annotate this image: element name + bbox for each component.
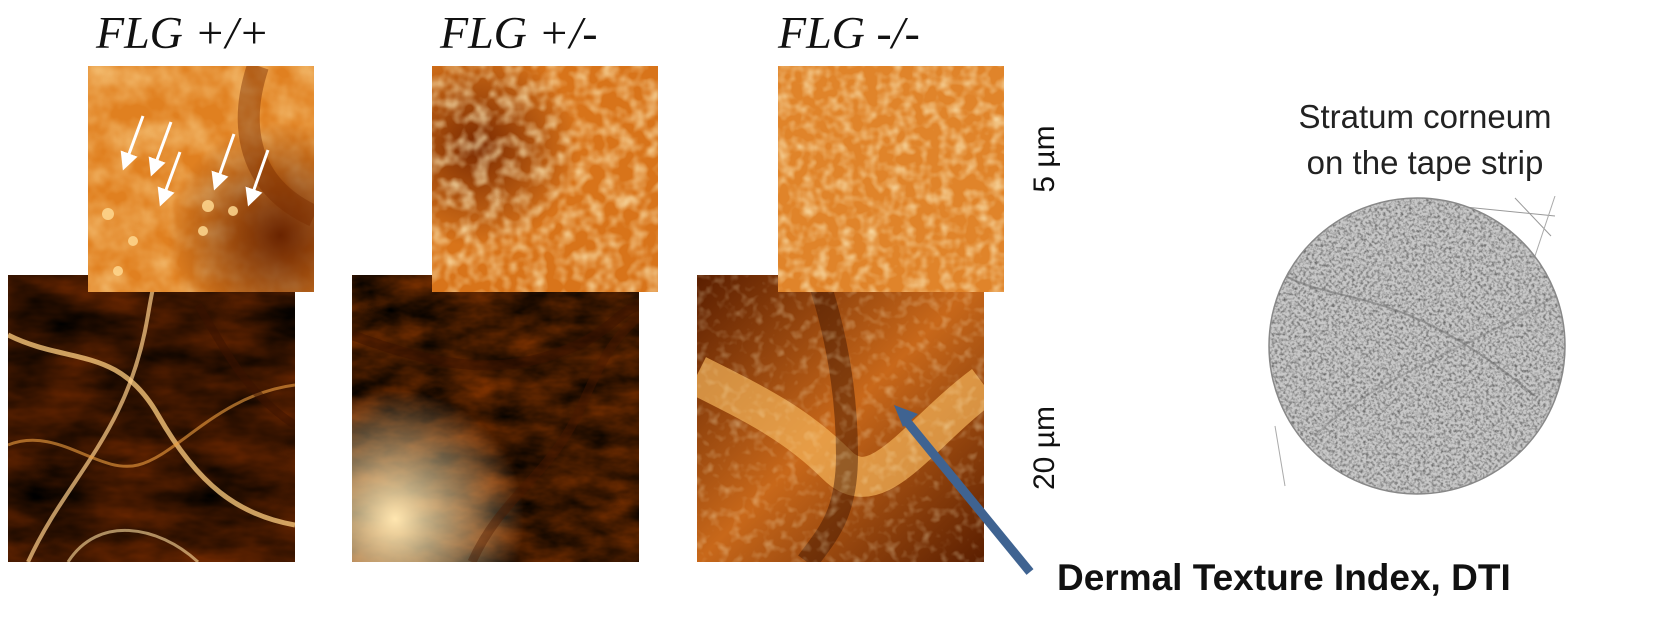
scale-label-5um: 5 µm <box>1028 125 1061 193</box>
stratum-corneum-line1: Stratum corneum <box>1298 98 1552 135</box>
genotype-label-het: FLG +/- <box>440 7 598 58</box>
scale-label-20um: 20 µm <box>1028 406 1061 490</box>
dti-label: Dermal Texture Index, DTI <box>1057 557 1511 598</box>
stratum-corneum-line2: on the tape strip <box>1306 144 1544 181</box>
stratum-corneum-title: Stratum corneum on the tape strip <box>1205 94 1645 186</box>
tape-strip-image <box>1255 195 1655 496</box>
afm-panel-wt-20um <box>8 275 295 562</box>
afm-panel-wt-5um <box>88 66 314 292</box>
genotype-label-ko: FLG -/- <box>778 7 920 58</box>
afm-panel-het-20um <box>352 275 639 562</box>
afm-panel-ko-5um <box>778 66 1004 292</box>
afm-panel-ko-20um <box>697 275 984 562</box>
afm-panel-het-5um <box>432 66 658 292</box>
genotype-label-wt: FLG +/+ <box>96 7 270 58</box>
